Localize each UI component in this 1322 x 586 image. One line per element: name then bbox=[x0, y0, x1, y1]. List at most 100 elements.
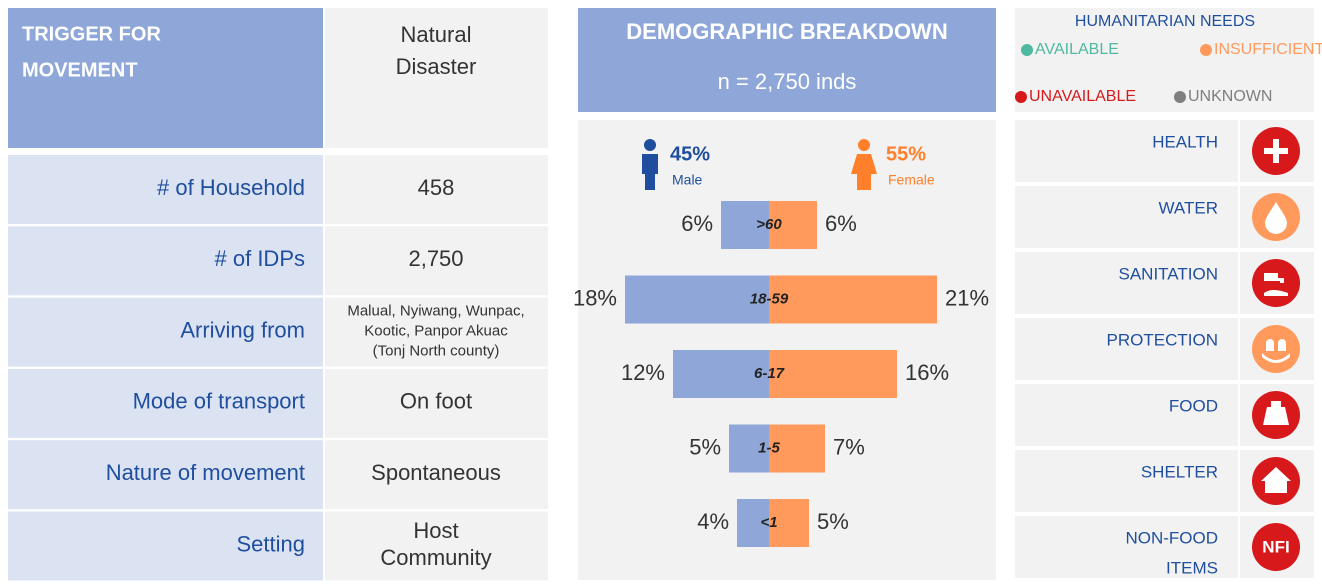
demo-header bbox=[578, 8, 996, 112]
need-icon-glyph bbox=[1264, 139, 1288, 163]
needs-title: HUMANITARIAN NEEDS bbox=[1075, 13, 1255, 30]
row-label: Arriving from bbox=[180, 317, 305, 342]
row-label: Mode of transport bbox=[133, 389, 305, 414]
legend-dot bbox=[1021, 44, 1033, 56]
female-percent: 55% bbox=[886, 143, 926, 165]
row-label-cell bbox=[8, 368, 323, 438]
need-label: SHELTER bbox=[1141, 462, 1218, 481]
header-value-cell bbox=[325, 8, 548, 148]
header-label-cell bbox=[8, 8, 323, 148]
need-label: ITEMS bbox=[1166, 558, 1218, 577]
need-label: WATER bbox=[1159, 198, 1219, 217]
need-icon-glyph bbox=[1265, 202, 1287, 234]
male-bar bbox=[625, 275, 769, 324]
age-group: >60 bbox=[756, 216, 782, 233]
row-value: Spontaneous bbox=[371, 460, 501, 485]
need-icon bbox=[1252, 259, 1300, 307]
male-bar bbox=[737, 499, 769, 547]
male-percent: 45% bbox=[670, 143, 710, 165]
need-label: FOOD bbox=[1169, 396, 1218, 415]
row-value: On foot bbox=[400, 389, 472, 414]
need-label: PROTECTION bbox=[1107, 330, 1218, 349]
row-value: Malual, Nyiwang, Wunpac, bbox=[347, 303, 524, 320]
need-label-cell bbox=[1015, 318, 1238, 380]
demo-title: DEMOGRAPHIC BREAKDOWN bbox=[626, 19, 947, 44]
row-value-cell bbox=[325, 155, 548, 224]
age-group: <1 bbox=[760, 514, 777, 531]
row-label: Setting bbox=[237, 531, 306, 556]
legend-dot bbox=[1015, 91, 1027, 103]
female-label: Female bbox=[888, 172, 935, 188]
row-value-cell bbox=[325, 368, 548, 438]
legend-label: UNKNOWN bbox=[1188, 88, 1272, 105]
female-bar bbox=[769, 201, 817, 249]
male-value-label: 5% bbox=[689, 434, 721, 459]
legend-dot bbox=[1200, 44, 1212, 56]
legend-label: INSUFFICIENT bbox=[1214, 41, 1322, 58]
male-bar bbox=[673, 350, 769, 398]
header-label: TRIGGER FOR bbox=[22, 23, 161, 45]
need-label-cell bbox=[1015, 384, 1238, 446]
need-icon-label: NFI bbox=[1262, 537, 1289, 556]
need-icon-glyph bbox=[1263, 401, 1289, 425]
row-value-cell bbox=[325, 297, 548, 367]
row-label: Nature of movement bbox=[106, 460, 305, 485]
need-label-cell bbox=[1015, 450, 1238, 512]
legend-dot bbox=[1174, 91, 1186, 103]
need-icon-glyph bbox=[1264, 273, 1288, 296]
legend-label: UNAVAILABLE bbox=[1029, 88, 1136, 105]
row-value: Host bbox=[413, 518, 458, 543]
row-label-cell bbox=[8, 226, 323, 296]
row-value: 2,750 bbox=[408, 246, 463, 271]
row-label: # of IDPs bbox=[215, 246, 305, 271]
need-icon-glyph bbox=[1261, 467, 1291, 493]
row-value: Community bbox=[380, 545, 491, 570]
need-label-cell bbox=[1015, 186, 1238, 248]
male-value-label: 6% bbox=[681, 211, 713, 236]
female-bar bbox=[769, 275, 937, 324]
needs-header bbox=[1015, 8, 1314, 112]
female-value-label: 6% bbox=[825, 211, 857, 236]
female-bar bbox=[769, 350, 897, 398]
male-label: Male bbox=[672, 172, 703, 188]
male-value-label: 12% bbox=[621, 360, 665, 385]
row-value-cell bbox=[325, 226, 548, 296]
demo-subtitle: n = 2,750 inds bbox=[718, 69, 857, 94]
row-label-cell bbox=[8, 440, 323, 510]
row-value: 458 bbox=[418, 175, 455, 200]
need-label: NON-FOOD bbox=[1125, 528, 1218, 547]
male-bar bbox=[729, 424, 769, 473]
row-label: # of Household bbox=[157, 175, 305, 200]
need-icon-glyph bbox=[1262, 339, 1290, 363]
need-icon bbox=[1252, 523, 1300, 571]
age-group: 6-17 bbox=[754, 365, 785, 382]
female-value-label: 5% bbox=[817, 509, 849, 534]
legend-label: AVAILABLE bbox=[1035, 41, 1119, 58]
male-value-label: 4% bbox=[697, 509, 729, 534]
row-label-cell bbox=[8, 155, 323, 224]
female-value-label: 7% bbox=[833, 434, 865, 459]
header-value: Natural bbox=[401, 22, 472, 47]
row-value-cell bbox=[325, 511, 548, 581]
age-group: 18-59 bbox=[750, 290, 789, 307]
person-icon bbox=[858, 139, 870, 151]
person-icon bbox=[642, 154, 658, 190]
female-bar bbox=[769, 424, 825, 473]
row-label-cell bbox=[8, 511, 323, 581]
male-value-label: 18% bbox=[573, 285, 617, 310]
row-label-cell bbox=[8, 297, 323, 367]
male-bar bbox=[721, 201, 769, 249]
header-label: MOVEMENT bbox=[22, 59, 138, 81]
age-group: 1-5 bbox=[758, 439, 780, 456]
need-label: SANITATION bbox=[1119, 264, 1219, 283]
row-value-cell bbox=[325, 440, 548, 510]
need-label-cell bbox=[1015, 252, 1238, 314]
female-value-label: 21% bbox=[945, 285, 989, 310]
header-value: Disaster bbox=[396, 54, 477, 79]
need-icon bbox=[1252, 325, 1300, 373]
need-label-cell bbox=[1015, 516, 1238, 578]
row-value: (Tonj North county) bbox=[373, 343, 500, 360]
person-icon bbox=[644, 139, 656, 151]
row-value: Kootic, Panpor Akuac bbox=[364, 323, 508, 340]
